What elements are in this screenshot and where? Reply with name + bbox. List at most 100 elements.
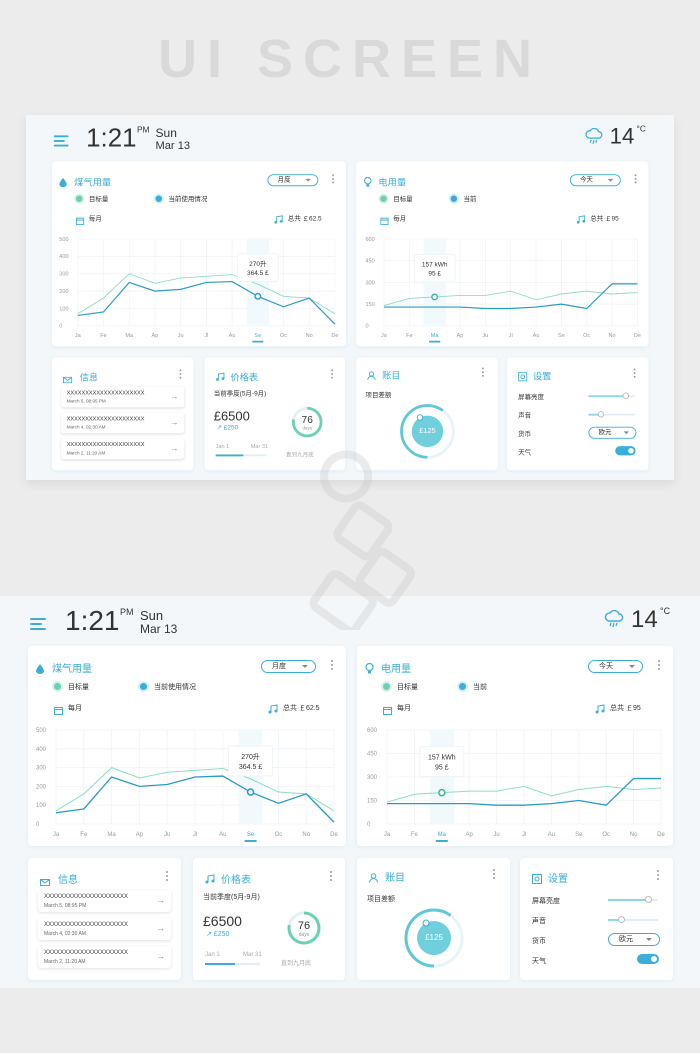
days-ring bbox=[291, 406, 323, 438]
select-value: 月度 bbox=[272, 663, 286, 670]
slider-knob[interactable] bbox=[622, 392, 630, 399]
arrow-right-icon[interactable]: → bbox=[156, 923, 165, 933]
message-item[interactable]: XXXXXXXXXXXXXXXXXXXXX March 4, 02:30 AM → bbox=[38, 918, 171, 940]
brightness-slider[interactable] bbox=[588, 392, 635, 399]
dashboard-inner: 1:21 PM Sun Mar 13 14 °C 煤气用量 月度 目标量 当前使用情况 每月 总共 ￡… bbox=[26, 115, 674, 485]
y-tick-label: 150 bbox=[365, 302, 374, 308]
message-text: XXXXXXXXXXXXXXXXXXXXX bbox=[66, 442, 145, 448]
arrow-right-icon[interactable]: → bbox=[156, 895, 165, 905]
day-name: Sun bbox=[140, 608, 164, 623]
message-date: March 4, 02:30 AM bbox=[44, 931, 86, 937]
slider-knob[interactable] bbox=[645, 896, 652, 903]
currency-select[interactable]: 欧元 bbox=[588, 426, 637, 439]
music-note-icon bbox=[595, 701, 605, 719]
arrow-right-icon[interactable]: → bbox=[170, 443, 179, 453]
message-item[interactable]: XXXXXXXXXXXXXXXXXXXXX March 5, 08:95 PM → bbox=[38, 890, 171, 912]
arrow-right-icon[interactable]: → bbox=[156, 951, 165, 961]
message-item[interactable]: XXXXXXXXXXXXXXXXXXXXX March 4, 02:30 AM → bbox=[61, 412, 185, 434]
more-menu-icon[interactable] bbox=[179, 369, 183, 380]
menu-icon[interactable] bbox=[30, 618, 46, 630]
light-bulb-icon bbox=[363, 175, 372, 192]
more-menu-icon[interactable] bbox=[331, 660, 334, 672]
y-tick-label: 300 bbox=[36, 766, 47, 772]
arrow-right-icon[interactable]: → bbox=[170, 417, 179, 427]
legend-current-label: 当前 bbox=[463, 196, 477, 203]
x-tick-label: Ja bbox=[53, 832, 60, 838]
sound-slider[interactable] bbox=[588, 411, 635, 418]
elec-period-select[interactable]: 今天 bbox=[588, 660, 643, 673]
music-note-icon bbox=[216, 369, 225, 386]
period-label: 每月 bbox=[393, 215, 407, 223]
weather-label: 天气 bbox=[532, 958, 546, 965]
water-drop-icon bbox=[59, 175, 67, 192]
legend-current-label: 当前使用情况 bbox=[168, 196, 208, 203]
price-amount: £6500 bbox=[203, 913, 242, 929]
y-tick-label: 400 bbox=[36, 747, 47, 753]
account-label: 项目差额 bbox=[365, 392, 392, 399]
more-menu-icon[interactable] bbox=[658, 660, 661, 672]
chevron-down-icon bbox=[623, 431, 630, 435]
settings-card: 设置 屏幕亮度 声音 货币 欧元 天气 bbox=[520, 858, 673, 980]
y-tick-label: 500 bbox=[59, 237, 68, 243]
dashboard-inner: 1:21 PM Sun Mar 13 14 °C 煤气用量 月度 目标量 当前使用情况 每月 总共 ￡… bbox=[0, 596, 700, 996]
brightness-label: 屏幕亮度 bbox=[532, 898, 560, 905]
arrow-right-icon[interactable]: → bbox=[170, 391, 179, 401]
brightness-slider[interactable] bbox=[608, 896, 658, 903]
ring-fill bbox=[287, 911, 321, 945]
x-tick-label: De bbox=[331, 333, 338, 339]
message-item[interactable]: XXXXXXXXXXXXXXXXXXXXX March 2, 11:20 AM → bbox=[38, 946, 171, 968]
elec-period-select[interactable]: 今天 bbox=[569, 174, 621, 187]
message-item[interactable]: XXXXXXXXXXXXXXXXXXXXX March 5, 08:95 PM → bbox=[61, 386, 185, 408]
sound-slider[interactable] bbox=[608, 916, 658, 923]
x-tick-label: Oc bbox=[280, 333, 287, 339]
more-menu-icon[interactable] bbox=[657, 870, 660, 882]
selected-point bbox=[431, 293, 439, 301]
y-tick-label: 200 bbox=[36, 784, 47, 790]
series-line-current bbox=[77, 280, 336, 325]
cloud-rain-icon bbox=[604, 609, 624, 633]
price-season: 当前季度(5月-9月) bbox=[203, 894, 260, 901]
more-menu-icon[interactable] bbox=[493, 869, 496, 881]
ring-fill bbox=[291, 406, 323, 438]
x-tick-label: Ju bbox=[164, 832, 170, 838]
period-label: 每月 bbox=[397, 705, 411, 712]
tooltip-box bbox=[228, 745, 274, 777]
message-date: March 2, 11:20 AM bbox=[44, 959, 86, 965]
message-item[interactable]: XXXXXXXXXXXXXXXXXXXXX March 2, 11:20 AM → bbox=[61, 438, 185, 460]
currency-select[interactable]: 欧元 bbox=[608, 933, 660, 946]
x-tick-label: Jl bbox=[509, 333, 513, 339]
temperature-unit: °C bbox=[660, 606, 671, 616]
weather-toggle[interactable] bbox=[615, 446, 636, 456]
more-menu-icon[interactable] bbox=[332, 174, 335, 185]
weather-toggle[interactable] bbox=[637, 954, 659, 964]
slider-knob[interactable] bbox=[597, 411, 604, 418]
x-tick-label: Ap bbox=[152, 333, 159, 339]
legend-target-dot bbox=[75, 195, 83, 202]
quarter-progress-bar bbox=[215, 454, 267, 457]
x-tick-label: Se bbox=[254, 333, 261, 339]
more-menu-icon[interactable] bbox=[330, 871, 333, 883]
gas-period-select[interactable]: 月度 bbox=[267, 174, 319, 187]
account-title: 账目 bbox=[385, 873, 405, 884]
more-menu-icon[interactable] bbox=[331, 369, 334, 380]
selected-point bbox=[254, 292, 262, 300]
y-tick-label: 200 bbox=[59, 289, 68, 295]
gas-period-select[interactable]: 月度 bbox=[261, 660, 316, 673]
balance-ring-fill bbox=[404, 908, 464, 968]
mail-icon bbox=[40, 873, 50, 891]
more-menu-icon[interactable] bbox=[482, 367, 485, 379]
day-name: Sun bbox=[155, 126, 177, 140]
more-menu-icon[interactable] bbox=[166, 871, 169, 883]
series-line-target bbox=[386, 785, 662, 803]
temperature: 14 bbox=[609, 124, 635, 150]
clock-time: 1:21 bbox=[65, 605, 120, 636]
chevron-down-icon bbox=[607, 178, 614, 182]
x-tick-label: Fe bbox=[80, 832, 88, 838]
more-menu-icon[interactable] bbox=[633, 368, 637, 379]
slider-knob[interactable] bbox=[617, 916, 625, 923]
quarter-progress-fill bbox=[215, 454, 244, 457]
x-tick-label: Ja bbox=[381, 333, 388, 339]
more-menu-icon[interactable] bbox=[634, 174, 638, 185]
sound-label: 声音 bbox=[532, 918, 546, 925]
menu-icon[interactable] bbox=[53, 135, 69, 147]
